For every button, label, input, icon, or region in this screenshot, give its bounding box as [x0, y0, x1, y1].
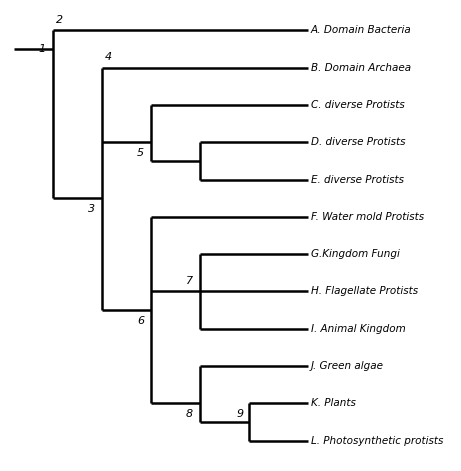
Text: C. diverse Protists: C. diverse Protists [311, 100, 404, 110]
Text: 1: 1 [39, 44, 46, 54]
Text: F. Water mold Protists: F. Water mold Protists [311, 212, 424, 222]
Text: J. Green algae: J. Green algae [311, 361, 384, 371]
Text: 8: 8 [186, 409, 193, 419]
Text: 4: 4 [105, 52, 112, 62]
Text: L. Photosynthetic protists: L. Photosynthetic protists [311, 436, 443, 446]
Text: 6: 6 [137, 317, 144, 326]
Text: H. Flagellate Protists: H. Flagellate Protists [311, 286, 418, 296]
Text: E. diverse Protists: E. diverse Protists [311, 175, 403, 185]
Text: A. Domain Bacteria: A. Domain Bacteria [311, 25, 411, 35]
Text: 3: 3 [88, 204, 95, 214]
Text: 2: 2 [55, 15, 63, 25]
Text: 9: 9 [237, 409, 244, 419]
Text: G.Kingdom Fungi: G.Kingdom Fungi [311, 249, 399, 259]
Text: D. diverse Protists: D. diverse Protists [311, 137, 405, 147]
Text: B. Domain Archaea: B. Domain Archaea [311, 63, 411, 73]
Text: K. Plants: K. Plants [311, 398, 355, 408]
Text: 7: 7 [186, 276, 193, 286]
Text: I. Animal Kingdom: I. Animal Kingdom [311, 324, 405, 334]
Text: 5: 5 [137, 148, 144, 158]
